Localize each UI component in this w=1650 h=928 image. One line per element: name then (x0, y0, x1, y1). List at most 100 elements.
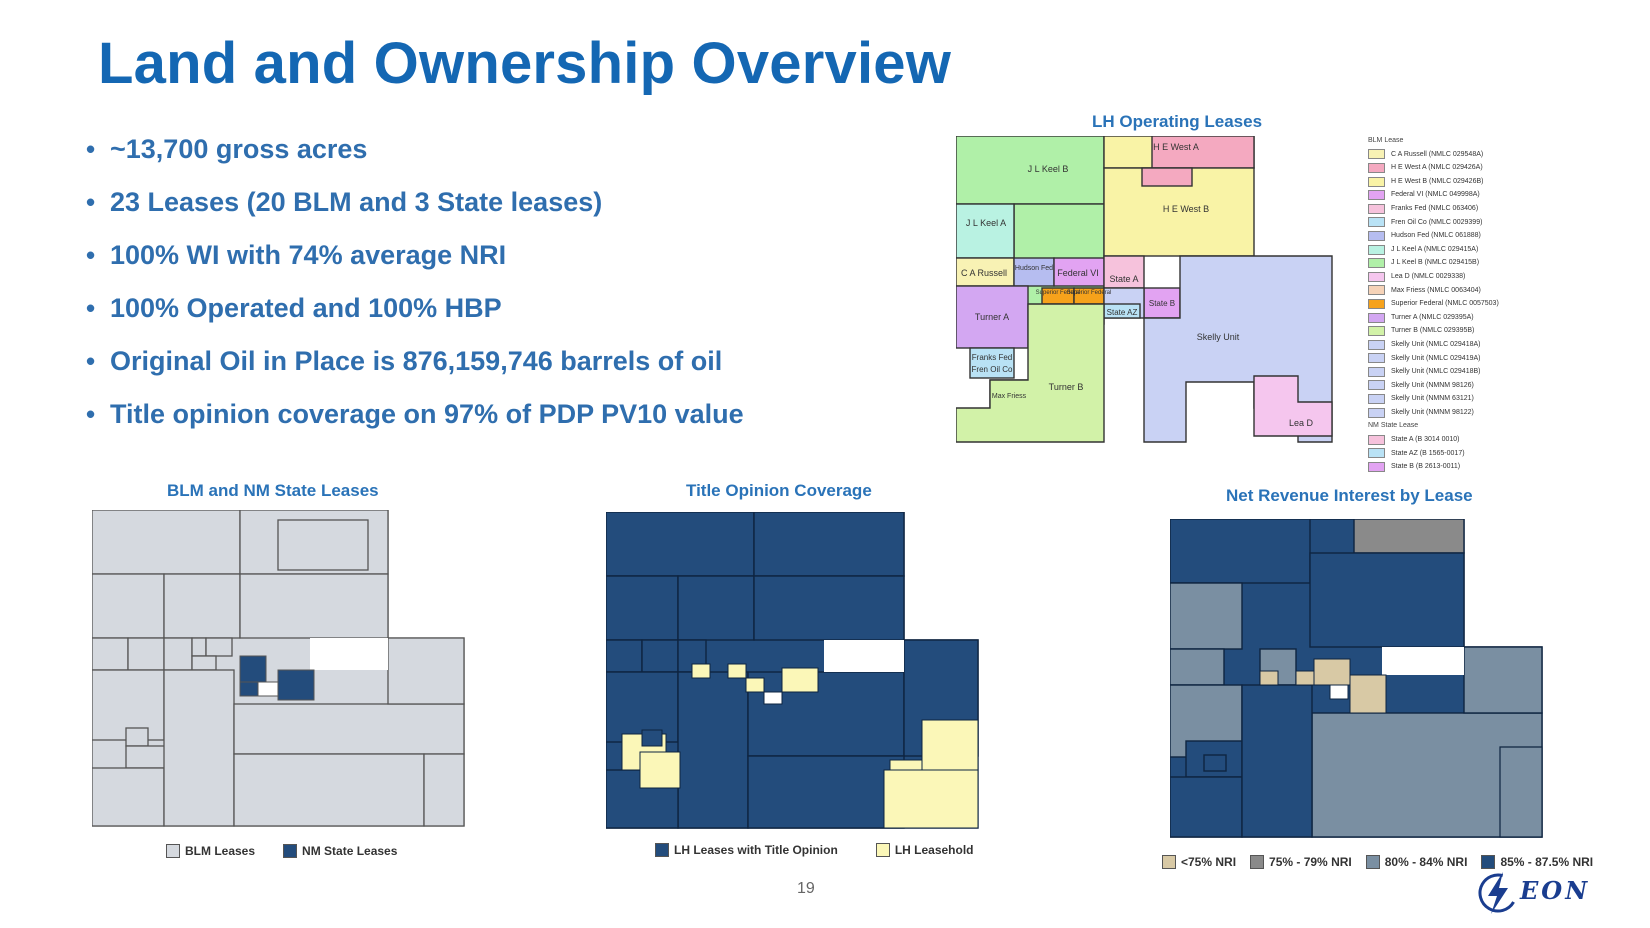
legend-label: H E West B (NMLC 029426B) (1391, 177, 1484, 185)
page-title: Land and Ownership Overview (98, 31, 952, 96)
legend-swatch (1368, 448, 1385, 459)
label-jl-keel-a: J L Keel A (966, 218, 1006, 228)
title-map-legend: LH Leases with Title Opinion LH Leasehol… (655, 843, 1002, 857)
legend-swatch (1368, 298, 1385, 309)
title-opinion-swatch (655, 843, 669, 857)
label-state-a: State A (1109, 274, 1138, 284)
label-lea-d: Lea D (1289, 418, 1314, 428)
nri-75-79-swatch (1250, 855, 1265, 869)
lease-franks-fed (969, 347, 1015, 379)
blm-legend-item: Franks Fed (NMLC 063406) (1368, 202, 1499, 216)
legend-label: Turner B (NMLC 029395B) (1391, 327, 1475, 335)
label-state-az: State AZ (1107, 308, 1138, 317)
legend-label: Lea D (NMLC 0029338) (1391, 272, 1466, 280)
legend-swatch (1368, 380, 1385, 391)
legend-swatch (1368, 176, 1385, 187)
lease-he-west-a-box (1151, 136, 1255, 169)
legend-label: J L Keel B (NMLC 029415B) (1391, 259, 1480, 267)
legend-nri-85-875: 85% - 87.5% NRI (1481, 855, 1593, 869)
bullet-operated-hbp: 100% Operated and 100% HBP (86, 291, 744, 344)
bullet-list: ~13,700 gross acres 23 Leases (20 BLM an… (86, 132, 744, 450)
legend-swatch (1368, 271, 1385, 282)
bullet-title-opinion: Title opinion coverage on 97% of PDP PV1… (86, 397, 744, 450)
nm-state-lease-b (277, 669, 315, 701)
lease-he-west-a (1141, 167, 1193, 187)
blm-legend-item: Federal VI (NMLC 049998A) (1368, 188, 1499, 202)
blm-legend-item: Superior Federal (NMLC 0057503) (1368, 297, 1499, 311)
legend-label: Skelly Unit (NMLC 029418A) (1391, 340, 1481, 348)
leasehold-parcel-8 (921, 719, 979, 771)
blm-legend-item: Skelly Unit (NMNM 63121) (1368, 392, 1499, 406)
nm-state-leases-swatch (283, 844, 298, 858)
nm-legend-item: State B (B 2613-0011) (1368, 460, 1499, 474)
nri-80-84-lease-2 (1170, 648, 1225, 686)
title-map-caption: Title Opinion Coverage (686, 481, 872, 500)
nm-legend-item: State AZ (B 1565-0017) (1368, 447, 1499, 461)
nri-map-legend: <75% NRI 75% - 79% NRI 80% - 84% NRI 85%… (1162, 855, 1593, 869)
legend-swatch (1368, 353, 1385, 364)
legend-swatch (1368, 149, 1385, 160)
label-turner-a: Turner A (975, 312, 1009, 322)
legend-label: Fren Oil Co (NMLC 0029399) (1391, 218, 1483, 226)
nm-state-lease-az (239, 681, 259, 697)
label-jl-keel-b: J L Keel B (1028, 164, 1069, 174)
legend-nm-state-leases: NM State Leases (283, 844, 397, 858)
nm-state-lease-a (239, 655, 267, 683)
nri-under-75-lease-4 (1349, 674, 1387, 714)
lease-lea-d (1253, 375, 1333, 437)
bullet-gross-acres: ~13,700 gross acres (86, 132, 744, 185)
blm-legend-item: Max Friess (NMLC 0063404) (1368, 284, 1499, 298)
blm-legend-item: Lea D (NMLC 0029338) (1368, 270, 1499, 284)
legend-label: J L Keel A (NMLC 029415A) (1391, 245, 1479, 253)
legend-label: Superior Federal (NMLC 0057503) (1391, 300, 1499, 308)
nri-80-84-swatch (1365, 855, 1380, 869)
legend-swatch (1368, 312, 1385, 323)
legend-swatch (1368, 285, 1385, 296)
legend-nri-80-84: 80% - 84% NRI (1365, 855, 1467, 869)
legend-leasehold: LH Leasehold (875, 843, 974, 857)
legend-swatch (1368, 190, 1385, 201)
leasehold-parcel-4 (781, 667, 819, 693)
operating-leases-map: J L Keel B H E West A H E West B J L Kee… (956, 136, 1333, 443)
legend-swatch (1368, 258, 1385, 269)
nm-legend-item: State A (B 3014 0010) (1368, 433, 1499, 447)
leasehold-parcel-1 (691, 663, 711, 679)
legend-label: H E West A (NMLC 029426A) (1391, 164, 1483, 172)
lightning-bolt-icon (1478, 872, 1518, 914)
nri-85-875-swatch (1481, 855, 1496, 869)
blm-legend-item: Turner A (NMLC 029395A) (1368, 311, 1499, 325)
legend-label: State AZ (B 1565-0017) (1391, 449, 1465, 457)
legend-nri-75-79: 75% - 79% NRI (1250, 855, 1352, 869)
blm-leases-swatch (166, 844, 180, 858)
legend-title-opinion: LH Leases with Title Opinion (655, 843, 838, 857)
label-superior-fed-1: Superior Federal (1036, 290, 1081, 296)
blm-legend-item: C A Russell (NMLC 029548A) (1368, 148, 1499, 162)
blm-legend-item: Skelly Unit (NMLC 029418A) (1368, 338, 1499, 352)
lease-jl-keel-a (956, 203, 1015, 259)
eon-logo: EON (1476, 868, 1606, 918)
label-he-west-a: H E West A (1153, 142, 1199, 152)
nri-80-84-lease-5 (1463, 646, 1543, 714)
legend-label: Skelly Unit (NMNM 63121) (1391, 395, 1474, 403)
title-opinion-map (606, 512, 979, 829)
label-superior-fed-2: Superior Federal (1067, 290, 1112, 296)
legend-swatch (1368, 230, 1385, 241)
legend-label: Turner A (NMLC 029395A) (1391, 313, 1474, 321)
nri-under-75-lease-2 (1295, 670, 1315, 686)
blm-legend-item: J L Keel B (NMLC 029415B) (1368, 256, 1499, 270)
label-he-west-b: H E West B (1163, 204, 1209, 214)
legend-label: Skelly Unit (NMNM 98126) (1391, 381, 1474, 389)
blm-legend-item: Skelly Unit (NMNM 98126) (1368, 379, 1499, 393)
blm-legend-item: Hudson Fed (NMLC 061888) (1368, 229, 1499, 243)
legend-label: Skelly Unit (NMLC 029418B) (1391, 368, 1481, 376)
blm-legend-item: Fren Oil Co (NMLC 0029399) (1368, 216, 1499, 230)
leasehold-swatch (875, 843, 890, 857)
operating-map-legend: BLM Lease C A Russell (NMLC 029548A) H E … (1368, 134, 1499, 474)
blm-legend-item: Skelly Unit (NMLC 029418B) (1368, 365, 1499, 379)
legend-swatch (1368, 203, 1385, 214)
label-franks-fed: Franks Fed (972, 353, 1012, 362)
legend-label: Max Friess (NMLC 0063404) (1391, 286, 1481, 294)
leasehold-parcel-9 (883, 769, 979, 829)
blm-legend-item: Skelly Unit (NMLC 029419A) (1368, 352, 1499, 366)
label-skelly-unit: Skelly Unit (1197, 332, 1240, 342)
